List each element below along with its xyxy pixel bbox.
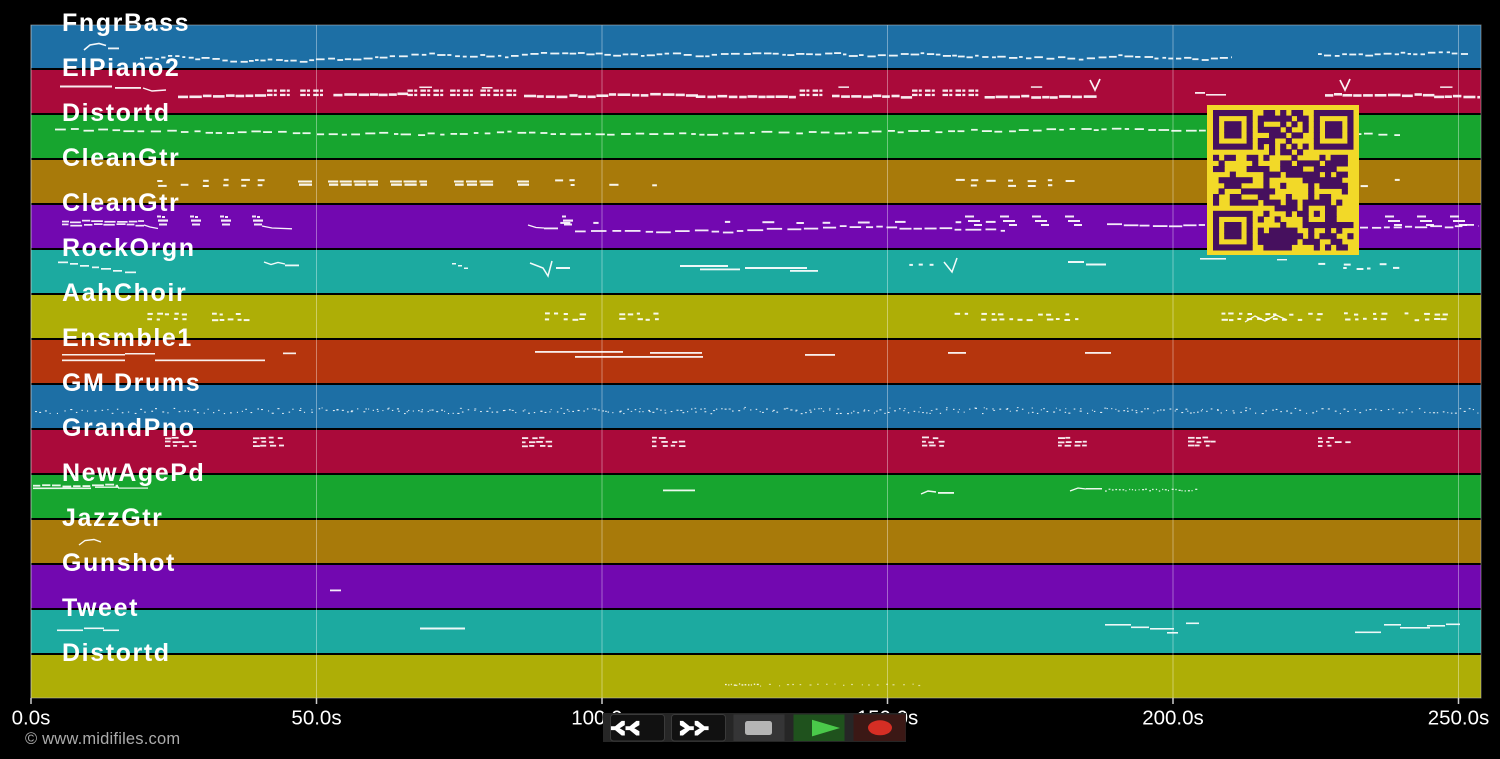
- svg-text:50.0s: 50.0s: [291, 707, 341, 730]
- svg-text:Distortd: Distortd: [62, 99, 171, 127]
- svg-text:Distortd: Distortd: [62, 639, 171, 667]
- svg-text:JazzGtr: JazzGtr: [62, 504, 164, 532]
- svg-text:FngrBass: FngrBass: [62, 9, 190, 37]
- svg-text:CleanGtr: CleanGtr: [62, 189, 180, 217]
- svg-text:© www.midifiles.com: © www.midifiles.com: [25, 730, 180, 748]
- svg-text:250.0s: 250.0s: [1428, 707, 1490, 730]
- svg-text:RockOrgn: RockOrgn: [62, 234, 196, 262]
- svg-text:ElPiano2: ElPiano2: [62, 54, 180, 82]
- svg-text:200.0s: 200.0s: [1142, 707, 1204, 730]
- svg-text:NewAgePd: NewAgePd: [62, 459, 205, 487]
- svg-text:GM Drums: GM Drums: [62, 369, 201, 397]
- svg-text:GrandPno: GrandPno: [62, 414, 196, 442]
- svg-text:AahChoir: AahChoir: [62, 279, 187, 307]
- svg-text:CleanGtr: CleanGtr: [62, 144, 180, 172]
- svg-text:Gunshot: Gunshot: [62, 549, 176, 577]
- svg-text:Ensmble1: Ensmble1: [62, 324, 193, 352]
- svg-text:Tweet: Tweet: [62, 594, 139, 622]
- svg-text:0.0s: 0.0s: [12, 707, 51, 730]
